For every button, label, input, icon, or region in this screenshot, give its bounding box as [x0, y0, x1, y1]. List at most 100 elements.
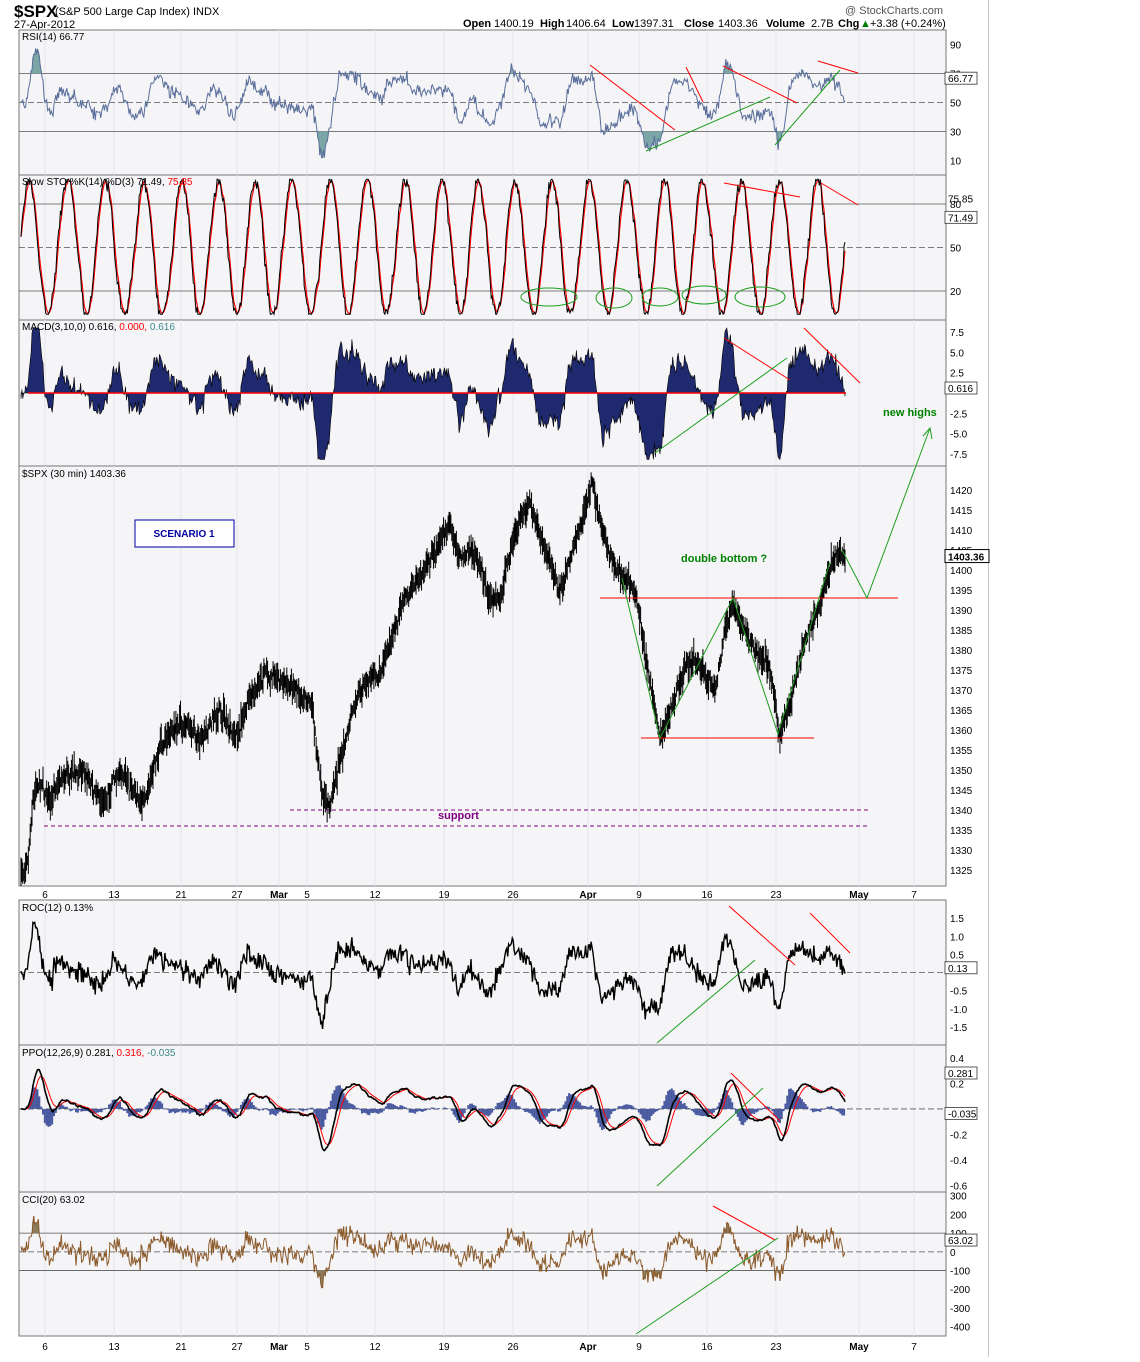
ppo-trendline-red [730, 1072, 781, 1122]
oversold-circle [595, 287, 633, 309]
y-tick-label: 1340 [950, 806, 973, 817]
y-tick-label: 20 [950, 287, 962, 298]
x-tick-label-bottom: May [849, 1342, 869, 1353]
x-tick-label: Mar [270, 890, 288, 901]
x-tick-label-bottom: 21 [175, 1342, 187, 1353]
sto-k-line [20, 178, 846, 316]
roc-line [20, 920, 846, 1030]
y-tick-label: 1325 [950, 866, 973, 877]
cci-title: CCI(20) 63.02 [22, 1195, 85, 1206]
x-tick-label: 16 [701, 890, 713, 901]
y-tick-label: 1365 [950, 706, 973, 717]
cci-line [20, 1215, 846, 1289]
ppo-line [20, 1068, 846, 1152]
y-tick-label: 7.5 [950, 328, 964, 339]
x-tick-label-bottom: 7 [911, 1342, 917, 1353]
x-tick-label: 9 [636, 890, 642, 901]
x-tick-label-bottom: Mar [270, 1342, 288, 1353]
x-tick-label-bottom: 13 [108, 1342, 120, 1353]
y-tick-label: 1390 [950, 606, 973, 617]
last-value-text: 0.13 [948, 964, 968, 975]
y-tick-label: 1350 [950, 766, 973, 777]
y-tick-label: 1420 [950, 486, 973, 497]
x-tick-label-bottom: 5 [304, 1342, 310, 1353]
last-value-text: 0.616 [948, 384, 973, 395]
last-value-text: 66.77 [948, 74, 973, 85]
double-bottom-label: double bottom ? [681, 553, 767, 565]
rsi-line [20, 48, 846, 159]
chg-value: +3.38 (+0.24%) [870, 18, 946, 30]
last-value-text: -0.035 [948, 1109, 977, 1120]
y-tick-label: 50 [950, 99, 962, 110]
right-margin [989, 0, 1140, 1357]
sto-d-line [20, 179, 846, 315]
y-tick-label: 10 [950, 157, 962, 168]
y-tick-label: 90 [950, 41, 962, 52]
price-title: $SPX (30 min) 1403.36 [22, 469, 126, 480]
macd-trendline-green [654, 357, 788, 454]
last-value-box [944, 1066, 978, 1080]
oversold-circle [734, 286, 786, 308]
open-label: Open [463, 18, 491, 30]
x-tick-label: 13 [108, 890, 120, 901]
panel-frame [18, 1044, 947, 1193]
x-tick-label-bottom: 26 [507, 1342, 519, 1353]
y-tick-label: -100 [950, 1267, 970, 1278]
y-tick-label: 0.2 [950, 1079, 964, 1090]
y-tick-label: 30 [950, 128, 962, 139]
oversold-circle [520, 287, 578, 307]
high-label: High [540, 18, 565, 30]
ppo-trendline-green [656, 1087, 764, 1187]
x-tick-label-bottom: 23 [770, 1342, 782, 1353]
y-tick-label: 1345 [950, 786, 973, 797]
close-value: 1403.36 [718, 18, 758, 30]
x-tick-label-bottom: 19 [438, 1342, 450, 1353]
close-label: Close [684, 18, 714, 30]
last-value-box [944, 961, 978, 975]
y-tick-label: 1380 [950, 646, 973, 657]
y-tick-label: 0.5 [950, 950, 964, 961]
y-tick-label: -1.0 [950, 1005, 968, 1016]
roc-panel: 1.5 1.0 0.5 -0.5 -1.0 -1.5 ROC(12) 0.13% 0.13 [18, 899, 978, 1046]
stochastic-panel: 80 50 20 Slow STO %K(14) %D(3) 71.49, 75.85… [18, 174, 978, 321]
x-tick-label: May [849, 890, 869, 901]
rsi-title: RSI(14) 66.77 [22, 32, 85, 43]
x-tick-label-bottom: 12 [369, 1342, 381, 1353]
macd-trendline-red [723, 337, 791, 381]
oversold-circle [641, 287, 679, 307]
last-value-box [944, 210, 978, 224]
x-tick-label: 21 [175, 890, 187, 901]
oversold-circle [681, 285, 727, 305]
ppo-signal-line [21, 1075, 846, 1146]
y-tick-label: 1335 [950, 826, 973, 837]
x-tick-label-bottom: Apr [579, 1342, 596, 1353]
y-tick-label: 1415 [950, 506, 973, 517]
high-value: 1406.64 [566, 18, 606, 30]
x-tick-label-bottom: 6 [42, 1342, 48, 1353]
last-value-text: 63.02 [948, 1236, 973, 1247]
macd-trendline-red [803, 327, 861, 384]
last-value-box [944, 1233, 978, 1247]
y-tick-label: -1.5 [950, 1023, 968, 1034]
double-bottom-path [621, 561, 831, 740]
y-tick-label: 1360 [950, 726, 973, 737]
rsi-trendline-red [722, 65, 798, 104]
ppo-title: PPO(12,26,9) 0.281, 0.316, -0.035 [22, 1048, 176, 1059]
roc-title: ROC(12) 0.13% [22, 903, 93, 914]
ppo-panel: 0.4 0.2 -0.2 -0.4 -0.6 PPO(12,26,9) 0.281, 0.… [18, 1044, 978, 1193]
y-tick-label: -2.5 [950, 409, 968, 420]
y-tick-label: 1395 [950, 586, 973, 597]
low-label: Low [612, 18, 634, 30]
cci-trendline-green [635, 1237, 779, 1335]
y-tick-label: -0.6 [950, 1182, 968, 1193]
y-tick-label: -0.5 [950, 987, 968, 998]
y-tick-label: 1.5 [950, 914, 964, 925]
y-tick-label: 0.4 [950, 1054, 964, 1065]
macd-panel: 7.5 5.0 2.5 -2.5 -5.0 -7.5 MACD(3,10,0) 0.616,… [18, 319, 978, 467]
rsi-trendline-green [645, 96, 771, 152]
symbol-name: (S&P 500 Large Cap Index) INDX [55, 6, 220, 18]
